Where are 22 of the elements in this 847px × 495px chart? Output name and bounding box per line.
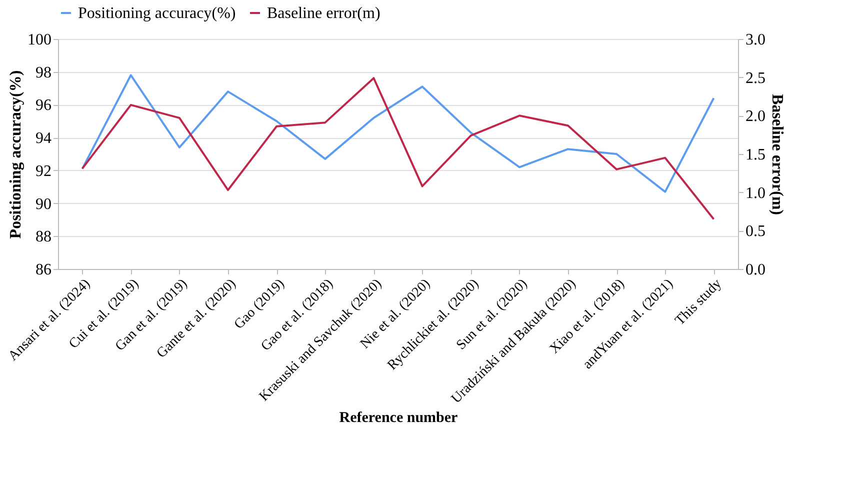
line-series — [81, 74, 715, 193]
y-tick-label: 100 — [28, 32, 52, 48]
y-axis-title: Positioning accuracy(%) — [8, 70, 24, 239]
legend-label: Baseline error(m) — [267, 5, 380, 22]
y-tick-label: 88 — [36, 228, 52, 246]
y2-axis-title: Baseline error(m) — [768, 94, 786, 215]
x-axis-title: Reference number — [339, 410, 458, 426]
y-tick-label: 96 — [36, 97, 52, 114]
y-tick-label: 92 — [36, 162, 52, 180]
y2-tick-label: 1.5 — [746, 146, 766, 164]
y-tick-label: 90 — [36, 196, 52, 213]
y2-tick-label: 3.0 — [746, 32, 766, 48]
y2-tick-label: 2.0 — [746, 108, 766, 126]
legend-label: Positioning accuracy(%) — [78, 5, 236, 22]
y2-tick-label: 1.0 — [746, 184, 766, 202]
y2-tick-label: 0.5 — [746, 223, 766, 240]
y-tick-label: 86 — [36, 262, 52, 278]
y2-tick-label: 2.5 — [746, 70, 766, 87]
y-tick-label: 98 — [36, 64, 52, 82]
y-tick-label: 94 — [36, 130, 52, 148]
line-series — [81, 77, 715, 220]
y2-tick-label: 0.0 — [746, 262, 766, 278]
